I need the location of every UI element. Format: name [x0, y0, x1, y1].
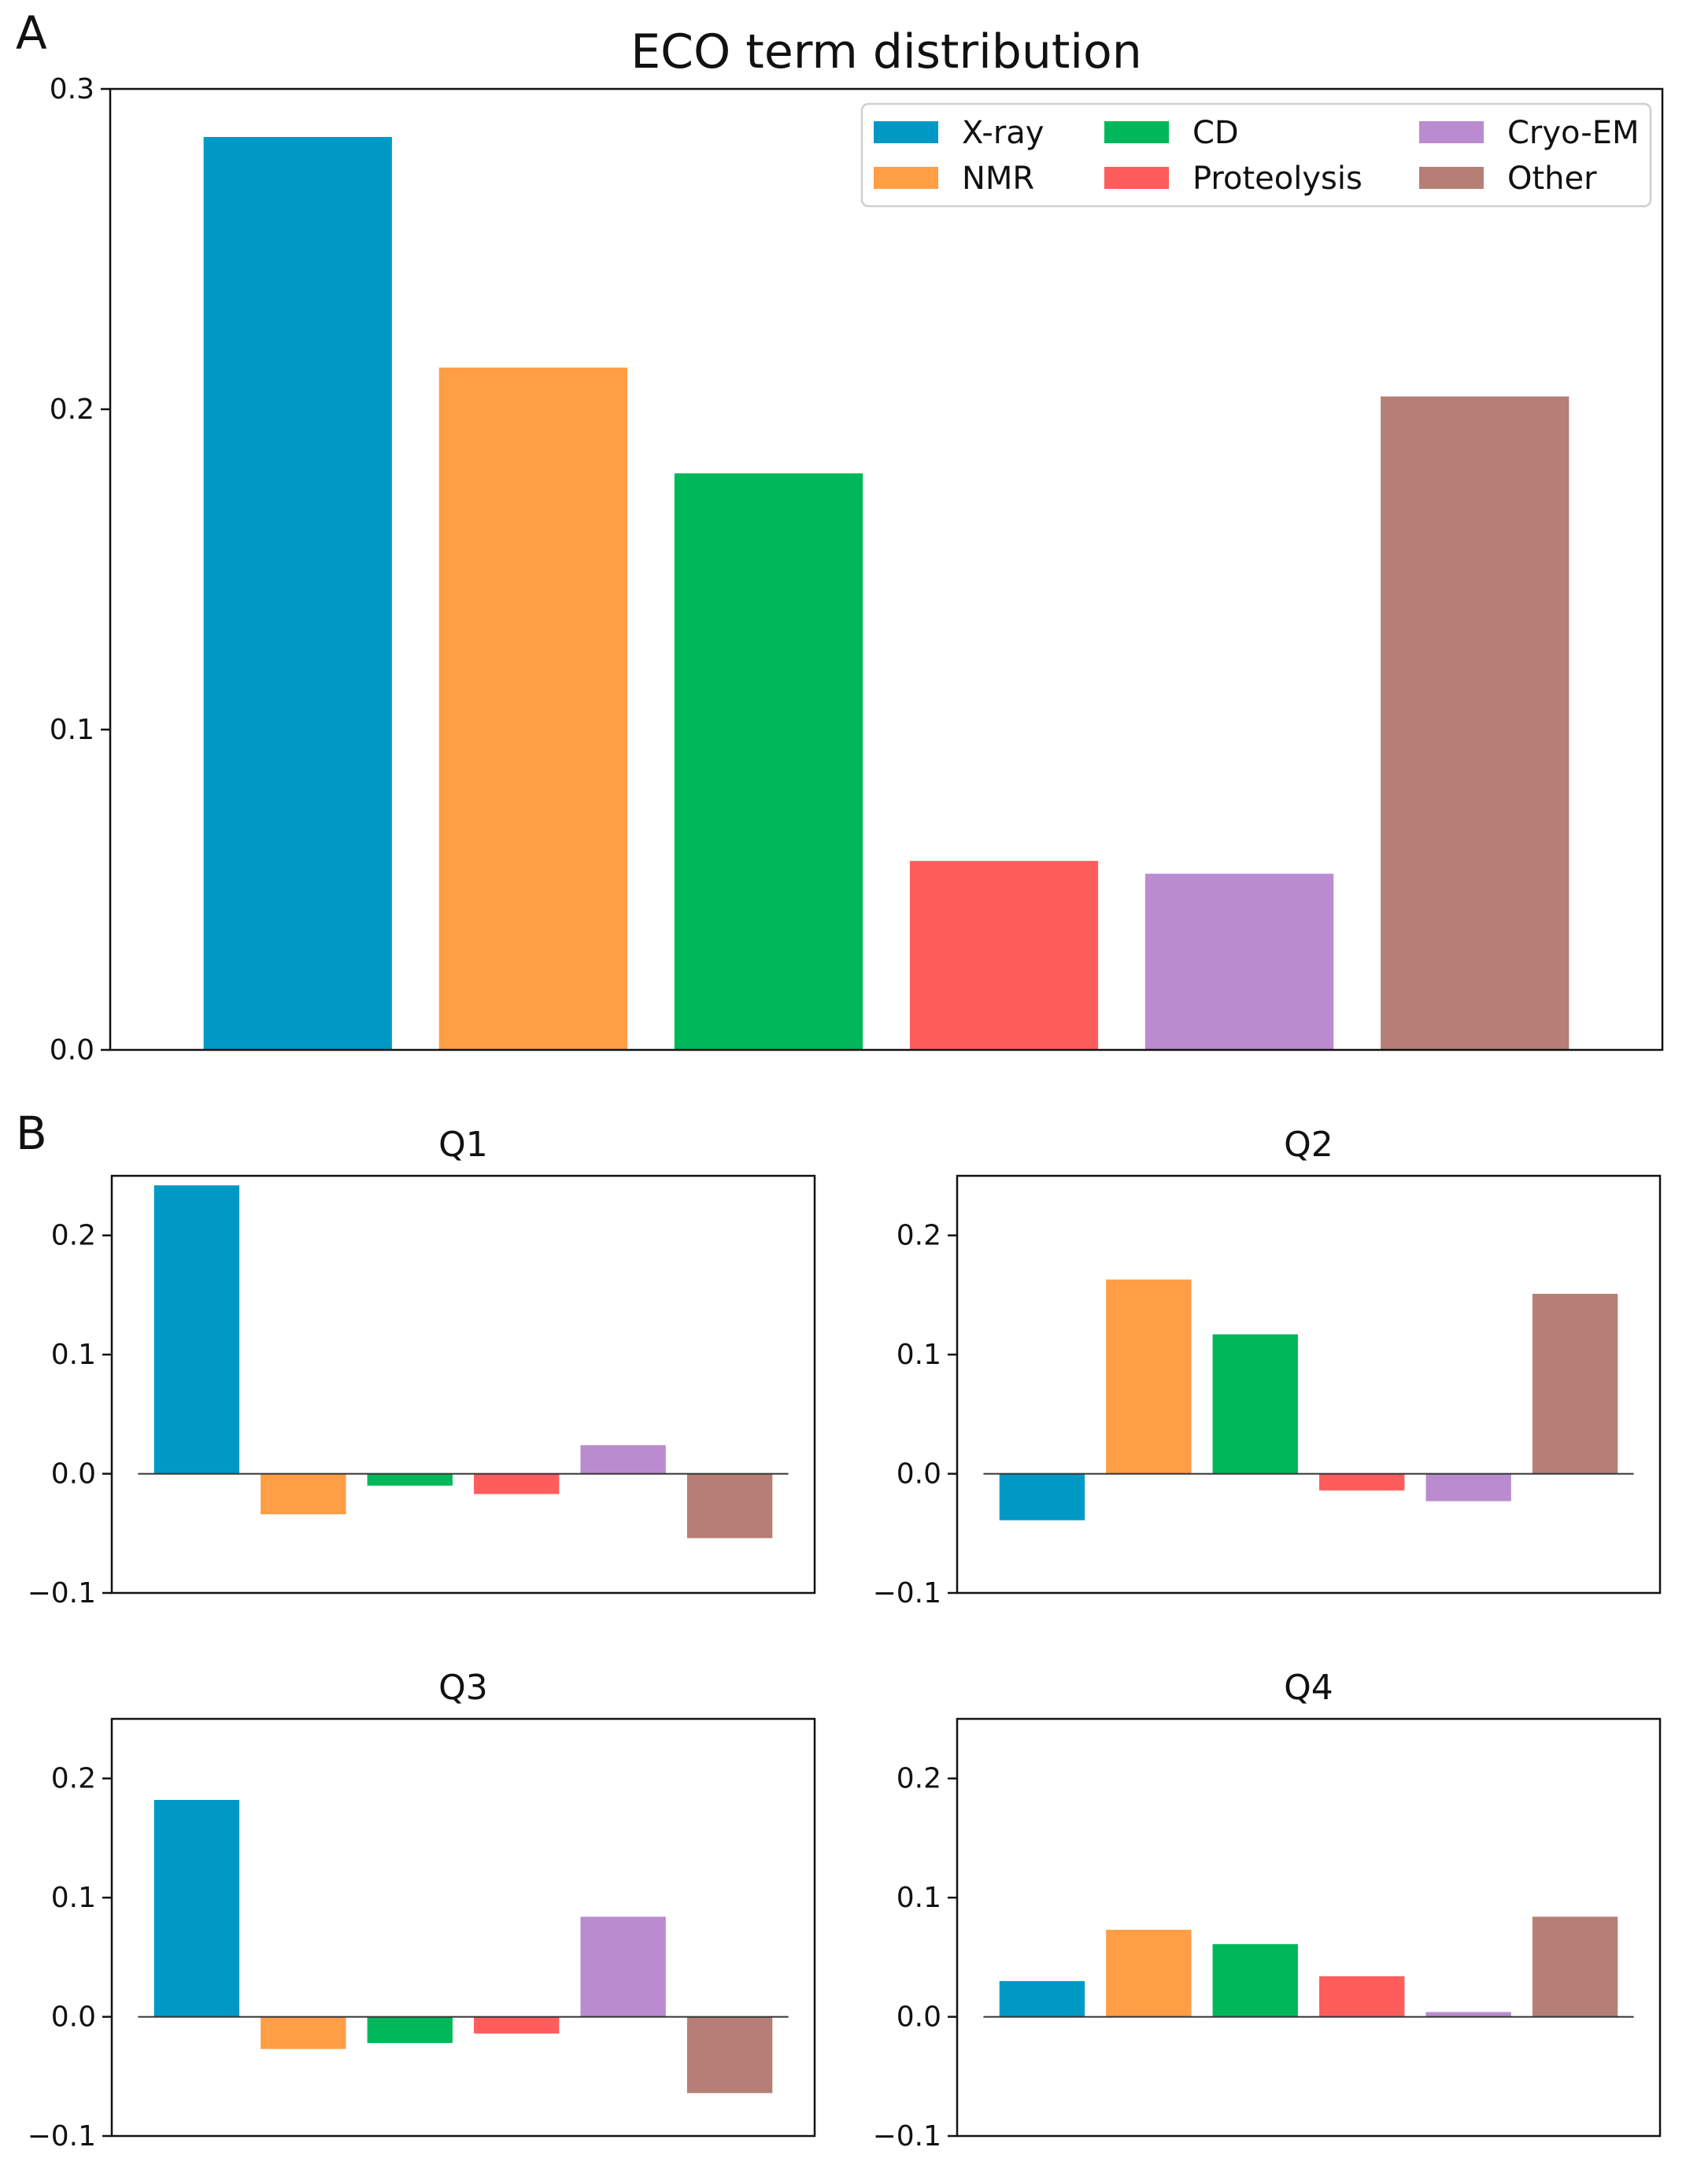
bar-cd — [367, 2016, 453, 2043]
legend-label-cd: CD — [1192, 115, 1239, 151]
legend-label-x-ray: X-ray — [962, 115, 1044, 151]
bar-x-ray — [203, 137, 392, 1050]
y-tick-label: 0.0 — [897, 1458, 941, 1491]
y-tick-label: 0.2 — [897, 1220, 941, 1252]
legend-swatch-cryo-em — [1419, 121, 1484, 143]
bar-proteolysis — [909, 860, 1099, 1050]
chart-eco-distribution: ECO term distribution 0.0 0.1 0.2 0.3 X-ray NM… — [50, 24, 1664, 1066]
bar-cd — [367, 1473, 453, 1486]
bar-nmr — [261, 2016, 346, 2049]
y-tick-label: −0.1 — [28, 1577, 96, 1609]
plot-frame — [110, 1717, 816, 2138]
bar-other — [686, 1473, 773, 1539]
bar-cryo-em — [580, 1445, 666, 1474]
bar-nmr — [438, 368, 628, 1051]
plot-frame — [956, 1717, 1662, 2138]
y-tick-label: 0.1 — [51, 1882, 96, 1914]
y-tick-label: −0.1 — [28, 2120, 96, 2153]
y-tick-label: 0.1 — [50, 714, 94, 746]
y-tick-label: 0.1 — [897, 1882, 941, 1914]
bar-proteolysis — [474, 2016, 560, 2034]
bar-other — [1381, 396, 1570, 1051]
y-tick-label: 0.2 — [51, 1763, 96, 1795]
chart-q4: Q4 −0.1 0.0 0.1 0.2 — [873, 1668, 1662, 2153]
y-tick-label: 0.3 — [50, 73, 94, 105]
chart-title: Q3 — [438, 1668, 488, 1708]
bar-nmr — [1106, 1279, 1192, 1474]
bar-cryo-em — [1425, 2012, 1511, 2017]
legend-label-nmr: NMR — [962, 161, 1034, 197]
bar-x-ray — [153, 1185, 240, 1474]
y-tick-label: 0.0 — [51, 2001, 96, 2034]
legend-label-cryo-em: Cryo-EM — [1507, 115, 1639, 151]
legend-swatch-other — [1419, 167, 1484, 189]
bar-other — [1532, 1916, 1618, 2017]
bar-x-ray — [999, 1981, 1085, 2017]
bar-cd — [1212, 1334, 1298, 1474]
bar-x-ray — [153, 1799, 240, 2017]
legend-label-proteolysis: Proteolysis — [1192, 161, 1362, 197]
legend-swatch-x-ray — [874, 121, 938, 143]
bar-proteolysis — [474, 1473, 560, 1495]
chart-q2: Q2 −0.1 0.0 0.1 0.2 — [873, 1125, 1662, 1609]
bar-other — [686, 2016, 773, 2093]
bar-nmr — [261, 1473, 346, 1515]
y-tick-label: 0.2 — [51, 1220, 96, 1252]
y-tick-label: 0.2 — [897, 1763, 941, 1795]
y-tick-label: −0.1 — [873, 1577, 941, 1609]
legend-swatch-cd — [1104, 121, 1169, 143]
chart-title: Q4 — [1284, 1668, 1333, 1708]
bar-cryo-em — [1144, 874, 1334, 1050]
bar-proteolysis — [1319, 1976, 1405, 2017]
bar-nmr — [1106, 1930, 1192, 2017]
bar-cryo-em — [1425, 1473, 1511, 1502]
y-tick-label: 0.0 — [51, 1458, 96, 1491]
plot-frame — [956, 1174, 1662, 1595]
y-tick-label: 0.1 — [51, 1339, 96, 1371]
plot-frame — [109, 87, 1664, 1051]
y-tick-label: 0.0 — [50, 1034, 94, 1066]
y-tick-label: 0.1 — [897, 1339, 941, 1371]
bar-cd — [674, 473, 863, 1050]
bar-x-ray — [999, 1473, 1085, 1521]
legend: X-ray NMR CD Proteolysis Cryo-EM Other — [860, 102, 1652, 208]
bar-other — [1532, 1293, 1618, 1474]
legend-label-other: Other — [1507, 161, 1597, 197]
panel-label-b: B — [16, 1107, 47, 1160]
bar-cd — [1212, 1944, 1298, 2017]
legend-swatch-proteolysis — [1104, 167, 1169, 189]
legend-swatch-nmr — [874, 167, 938, 189]
plot-frame — [110, 1174, 816, 1595]
y-tick-label: −0.1 — [873, 2120, 941, 2153]
y-tick-label: 0.2 — [50, 394, 94, 426]
chart-q1: Q1 −0.1 0.0 0.1 0.2 — [28, 1125, 816, 1609]
chart-title: Q1 — [438, 1125, 488, 1165]
bar-cryo-em — [580, 1916, 666, 2017]
bar-proteolysis — [1319, 1473, 1405, 1491]
panel-label-a: A — [16, 6, 47, 60]
chart-title: Q2 — [1284, 1125, 1333, 1165]
chart-q3: Q3 −0.1 0.0 0.1 0.2 — [28, 1668, 816, 2153]
chart-title: ECO term distribution — [630, 24, 1142, 79]
y-tick-label: 0.0 — [897, 2001, 941, 2034]
